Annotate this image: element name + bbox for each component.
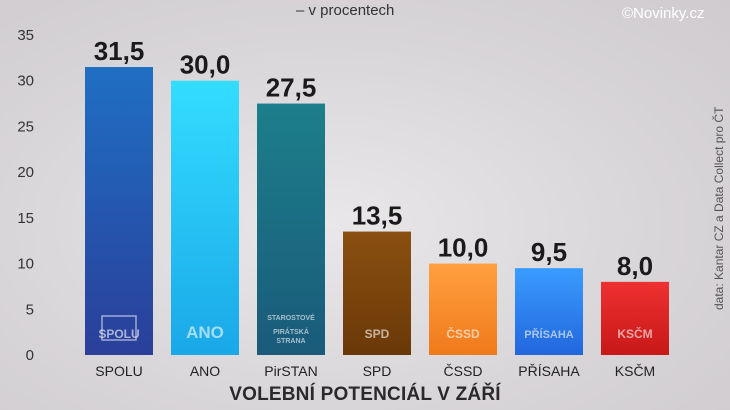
category-label: PŘÍSAHA (518, 363, 580, 379)
party-logo-text: KSČM (617, 326, 652, 341)
party-logo-text: STRANA (276, 338, 305, 345)
chart-title: VOLEBNÍ POTENCIÁL V ZÁŘÍ (229, 384, 501, 405)
party-logo-text: SPD (365, 327, 390, 341)
category-label: ANO (190, 363, 220, 379)
party-logo-text: ČSSD (446, 326, 480, 341)
party-logo: PŘÍSAHA (524, 328, 574, 341)
category-label: SPOLU (95, 363, 142, 379)
party-logo-text: PIRÁTSKÁ (273, 327, 309, 336)
party-logo-text: SPOLU (98, 327, 139, 341)
value-label: 31,5 (94, 36, 145, 66)
y-axis: 0 5 10 15 20 25 30 35 (17, 27, 34, 364)
category-label: SPD (363, 363, 392, 379)
bar (343, 231, 411, 355)
y-tick-label: 35 (17, 27, 34, 44)
y-tick-label: 25 (17, 118, 34, 135)
party-logo: ČSSD (446, 326, 480, 341)
value-label: 9,5 (531, 237, 567, 267)
bar (85, 67, 153, 355)
bars-group: 31,5 SPOLU SPOLU 30,0 ANO ANO 27,5 PirSTAN STARO… (85, 36, 669, 379)
y-tick-label: 30 (17, 73, 34, 90)
party-logo-text: PŘÍSAHA (524, 328, 574, 341)
bar (429, 263, 497, 355)
y-tick-label: 20 (17, 164, 34, 181)
party-logo: SPOLU (98, 315, 140, 341)
bar (171, 80, 239, 355)
y-tick-label: 0 (26, 347, 34, 364)
copyright-label: ©Novinky.cz (622, 5, 705, 22)
party-logo-text: ANO (186, 323, 224, 342)
party-logo: SPD (365, 327, 390, 341)
party-logo: KSČM (617, 326, 652, 341)
value-label: 8,0 (617, 251, 653, 281)
value-label: 13,5 (352, 201, 403, 231)
category-label: PirSTAN (264, 363, 317, 379)
y-tick-label: 5 (26, 301, 34, 318)
party-logo: ANO (186, 323, 224, 342)
value-label: 27,5 (266, 73, 317, 103)
party-logo: STAROSTOVÉ PIRÁTSKÁ STRANA (267, 313, 315, 345)
value-label: 30,0 (180, 50, 231, 80)
category-label: KSČM (615, 363, 655, 379)
bar (257, 103, 325, 355)
value-label: 10,0 (438, 233, 489, 263)
party-logo-text: STAROSTOVÉ (267, 313, 315, 322)
y-tick-label: 10 (17, 256, 34, 273)
category-label: ČSSD (444, 363, 483, 379)
chart-subtitle: – v procentech (296, 2, 395, 19)
y-tick-label: 15 (17, 210, 34, 227)
bar (601, 281, 669, 355)
bar (515, 268, 583, 355)
